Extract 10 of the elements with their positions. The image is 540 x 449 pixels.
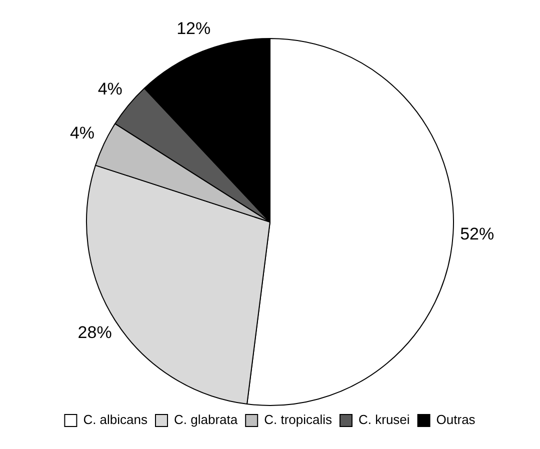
- legend-label: C. tropicalis: [264, 412, 332, 428]
- legend-label: C. krusei: [358, 412, 410, 428]
- data-label: 52%: [460, 224, 494, 244]
- data-label: 4%: [70, 123, 95, 142]
- data-label: 4%: [98, 79, 122, 98]
- legend-label: C. glabrata: [174, 412, 238, 428]
- data-label: 28%: [78, 322, 112, 342]
- data-label: 12%: [176, 18, 211, 38]
- legend-label: C. albicans: [83, 412, 148, 428]
- legend-label: Outras: [436, 412, 476, 428]
